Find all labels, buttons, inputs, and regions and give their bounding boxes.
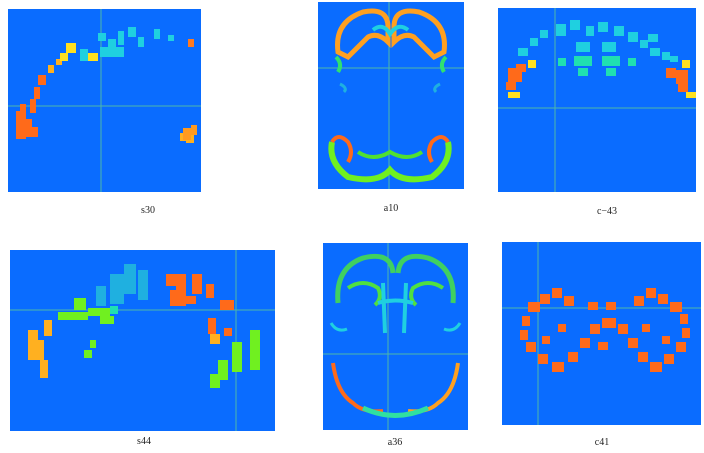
caption-c-43: c−43 <box>596 206 618 217</box>
brain-slice-c41 <box>502 242 701 425</box>
c-43-slice-image <box>498 8 696 192</box>
caption-s30: s30 <box>141 205 155 216</box>
c41-slice-image <box>502 242 701 425</box>
caption-a36: a36 <box>387 437 403 448</box>
brain-slice-a36 <box>323 243 468 430</box>
caption-s44: s44 <box>137 436 151 447</box>
brain-slice-s44 <box>10 250 275 431</box>
a36-slice-image <box>323 243 468 430</box>
brain-slice-c-43 <box>498 8 696 192</box>
brain-slice-s30 <box>8 9 201 192</box>
s30-slice-image <box>8 9 201 192</box>
caption-a10: a10 <box>383 203 399 214</box>
s44-slice-image <box>10 250 275 431</box>
brain-slice-a10 <box>318 2 464 189</box>
caption-c41: c41 <box>594 437 610 448</box>
a10-slice-image <box>318 2 464 189</box>
